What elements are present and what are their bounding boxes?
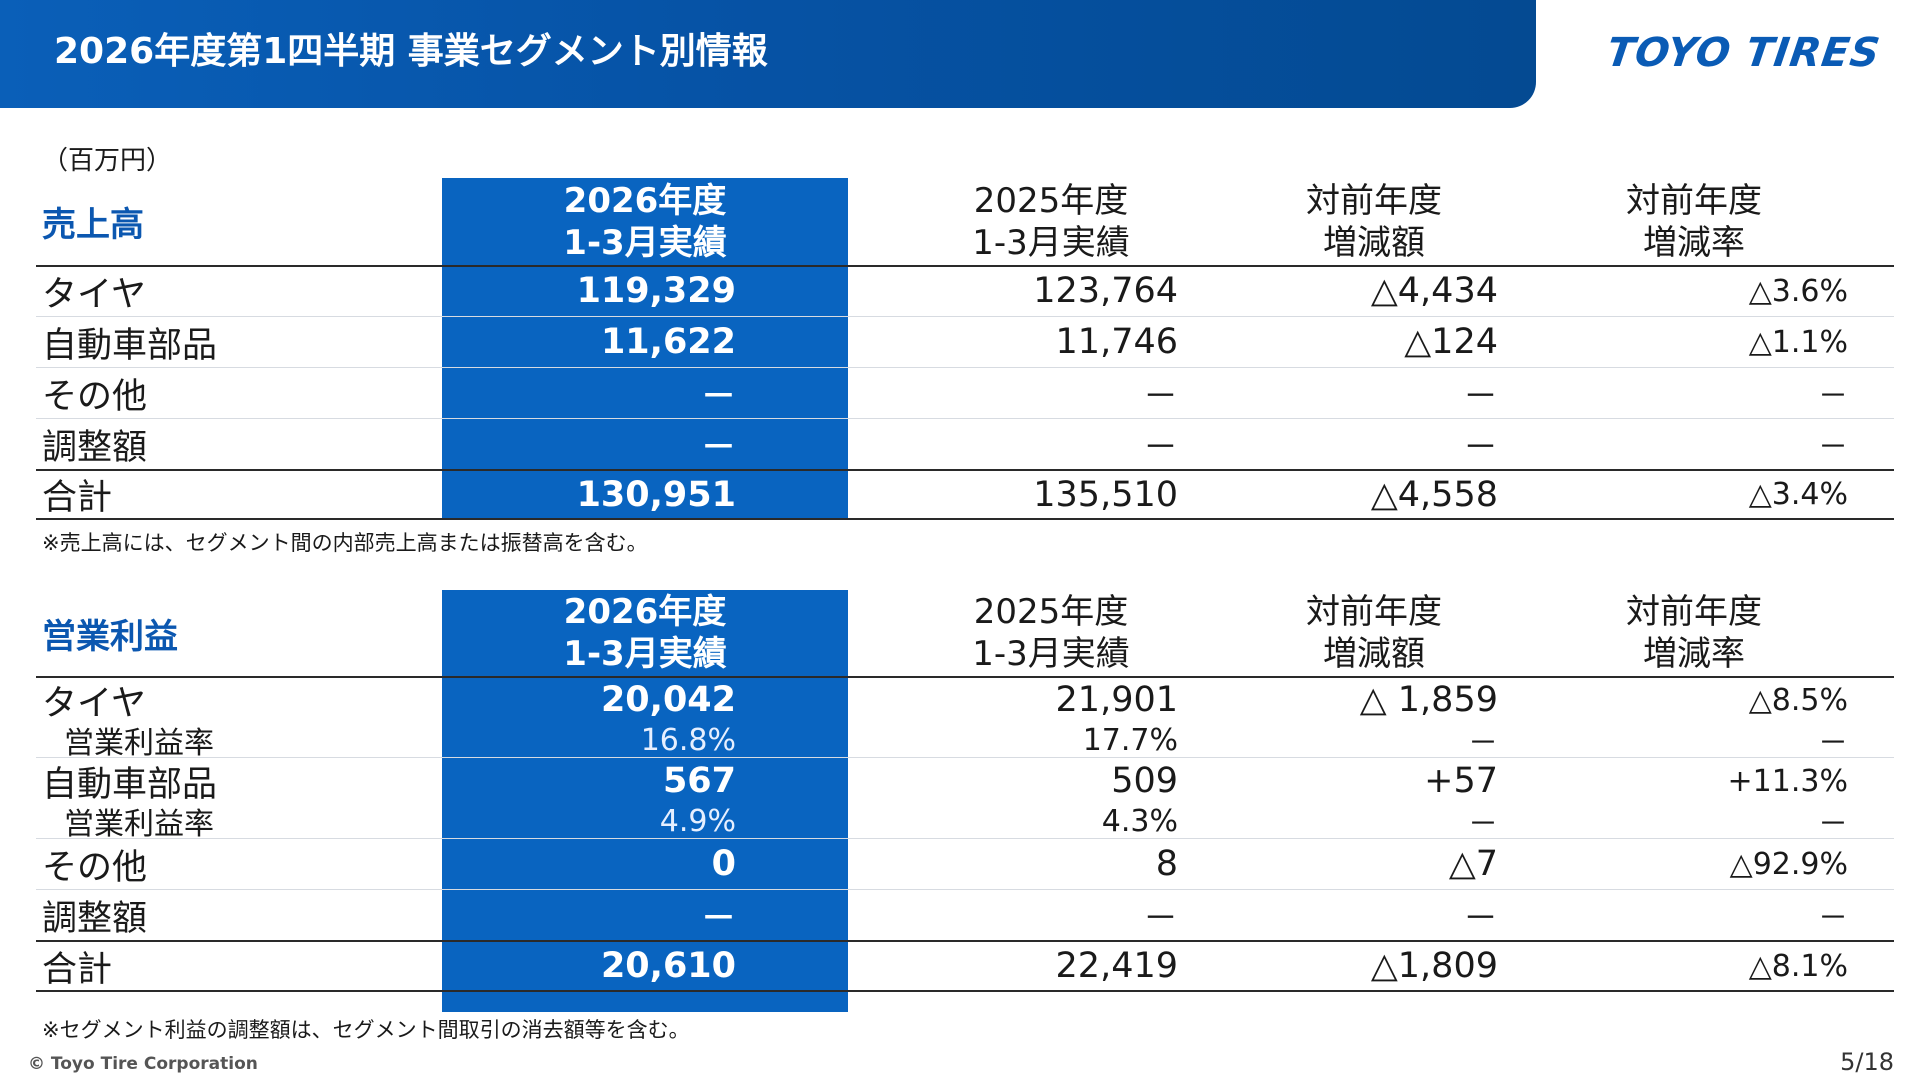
current-year-highlight (442, 178, 848, 518)
table-header-row: 売上高 2026年度 1-3月実績 2025年度 1-3月実績 対前年度 増減額… (36, 178, 1894, 267)
table-row: タイヤ 20,042 21,901 △ 1,859 △8.5% (42, 680, 1848, 724)
col-header-difference: 対前年度 増減額 (1306, 592, 1442, 674)
section-title-sales: 売上高 (42, 205, 144, 245)
unit-label: （百万円） (42, 146, 173, 176)
table-row: 調整額 － － － － (36, 419, 1894, 471)
section-title-profit: 営業利益 (42, 616, 178, 657)
col-header-previous: 2025年度 1-3月実績 (972, 180, 1130, 263)
table-row: 調整額 － － － － (36, 890, 1894, 942)
table-row: 自動車部品 11,622 11,746 △124 △1.1% (36, 317, 1894, 368)
table-row: その他 0 8 △7 △92.9% (36, 839, 1894, 890)
page-title: 2026年度第1四半期 事業セグメント別情報 (54, 31, 768, 72)
col-header-rate: 対前年度 増減率 (1626, 180, 1762, 263)
copyright-text: © Toyo Tire Corporation (28, 1054, 258, 1074)
page-number: 5/18 (1840, 1048, 1894, 1076)
col-header-difference: 対前年度 増減額 (1306, 180, 1442, 263)
header-band (0, 0, 1536, 108)
table-row-sub: 営業利益率 4.9% 4.3% － － (36, 804, 1894, 842)
table-header-row: 営業利益 2026年度 1-3月実績 2025年度 1-3月実績 対前年度 増減… (36, 590, 1894, 678)
sales-table: 売上高 2026年度 1-3月実績 2025年度 1-3月実績 対前年度 増減額… (36, 178, 1894, 520)
table-row-total: 合計 130,951 135,510 △4,558 △3.4% (36, 471, 1894, 520)
table-row: タイヤ 119,329 123,764 △4,434 △3.6% (36, 266, 1894, 317)
table-row: その他 － － － － (36, 368, 1894, 419)
col-header-current: 2026年度 1-3月実績 (563, 180, 727, 263)
col-header-current: 2026年度 1-3月実績 (563, 592, 727, 674)
company-logo: TOYO TIRES (1603, 30, 1884, 76)
col-header-previous: 2025年度 1-3月実績 (972, 592, 1130, 674)
table-row: 自動車部品 567 509 +57 +11.3% (42, 761, 1848, 805)
table-row-sub: 営業利益率 16.8% 17.7% － － (36, 723, 1894, 761)
col-header-rate: 対前年度 増減率 (1626, 592, 1762, 674)
table-row-total: 合計 20,610 22,419 △1,809 △8.1% (36, 942, 1894, 992)
profit-table: 営業利益 2026年度 1-3月実績 2025年度 1-3月実績 対前年度 増減… (36, 590, 1894, 1012)
sales-note: ※売上高には、セグメント間の内部売上高または振替高を含む。 (42, 531, 648, 555)
profit-note: ※セグメント利益の調整額は、セグメント間取引の消去額等を含む。 (42, 1018, 690, 1042)
